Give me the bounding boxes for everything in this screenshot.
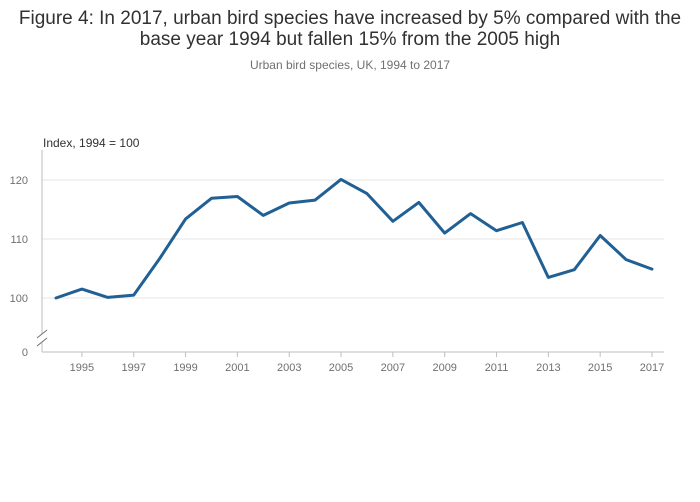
data-point[interactable] <box>516 216 528 228</box>
data-point[interactable] <box>50 292 62 304</box>
data-point[interactable] <box>231 191 243 203</box>
axis-break-mark <box>36 329 48 339</box>
x-tick-label: 2013 <box>536 362 560 374</box>
data-point[interactable] <box>387 215 399 227</box>
x-tick-label: 2017 <box>640 362 664 374</box>
data-point[interactable] <box>335 173 347 185</box>
data-point[interactable] <box>76 283 88 295</box>
x-tick-label: 2015 <box>588 362 612 374</box>
x-tick-label: 2001 <box>225 362 249 374</box>
data-point[interactable] <box>542 271 554 283</box>
data-point[interactable] <box>180 213 192 225</box>
data-point[interactable] <box>154 252 166 264</box>
y-axis-label: Index, 1994 = 100 <box>43 136 140 150</box>
x-tick-labels: 1995 1997 1999 2001 2003 2005 2007 2009 2011 2013… <box>70 352 664 374</box>
y-tick-labels: 0 100 110 120 <box>10 175 28 359</box>
data-point[interactable] <box>283 197 295 209</box>
data-point[interactable] <box>361 188 373 200</box>
x-tick-label: 2003 <box>277 362 301 374</box>
series-lines <box>50 173 658 304</box>
x-tick-label: 2009 <box>432 362 456 374</box>
y-tick-label: 100 <box>10 293 28 305</box>
x-tick-label: 2011 <box>485 362 509 374</box>
data-point[interactable] <box>413 196 425 208</box>
data-point[interactable] <box>439 227 451 239</box>
data-point[interactable] <box>465 208 477 220</box>
data-point[interactable] <box>102 291 114 303</box>
y-tick-label: 120 <box>10 175 28 187</box>
data-point[interactable] <box>128 289 140 301</box>
y-tick-label: 110 <box>10 234 28 246</box>
data-point[interactable] <box>257 209 269 221</box>
y-tick-label: 0 <box>22 347 28 359</box>
gridlines <box>42 179 664 299</box>
x-tick-label: 2005 <box>329 362 353 374</box>
data-point[interactable] <box>620 254 632 266</box>
data-point[interactable] <box>309 194 321 206</box>
data-point[interactable] <box>205 192 217 204</box>
data-point[interactable] <box>491 225 503 237</box>
data-point[interactable] <box>568 264 580 276</box>
data-point[interactable] <box>646 263 658 275</box>
data-point[interactable] <box>594 229 606 241</box>
x-tick-label: 1995 <box>70 362 94 374</box>
chart-subtitle: Urban bird species, UK, 1994 to 2017 <box>249 58 451 72</box>
chart-title: Figure 4: In 2017, urban bird species ha… <box>18 8 682 50</box>
x-tick-label: 1999 <box>173 362 197 374</box>
axes <box>36 150 664 353</box>
axis-break-mark <box>36 337 48 347</box>
x-tick-label: 1997 <box>121 362 145 374</box>
x-tick-label: 2007 <box>381 362 405 374</box>
series-line-0 <box>54 177 654 300</box>
